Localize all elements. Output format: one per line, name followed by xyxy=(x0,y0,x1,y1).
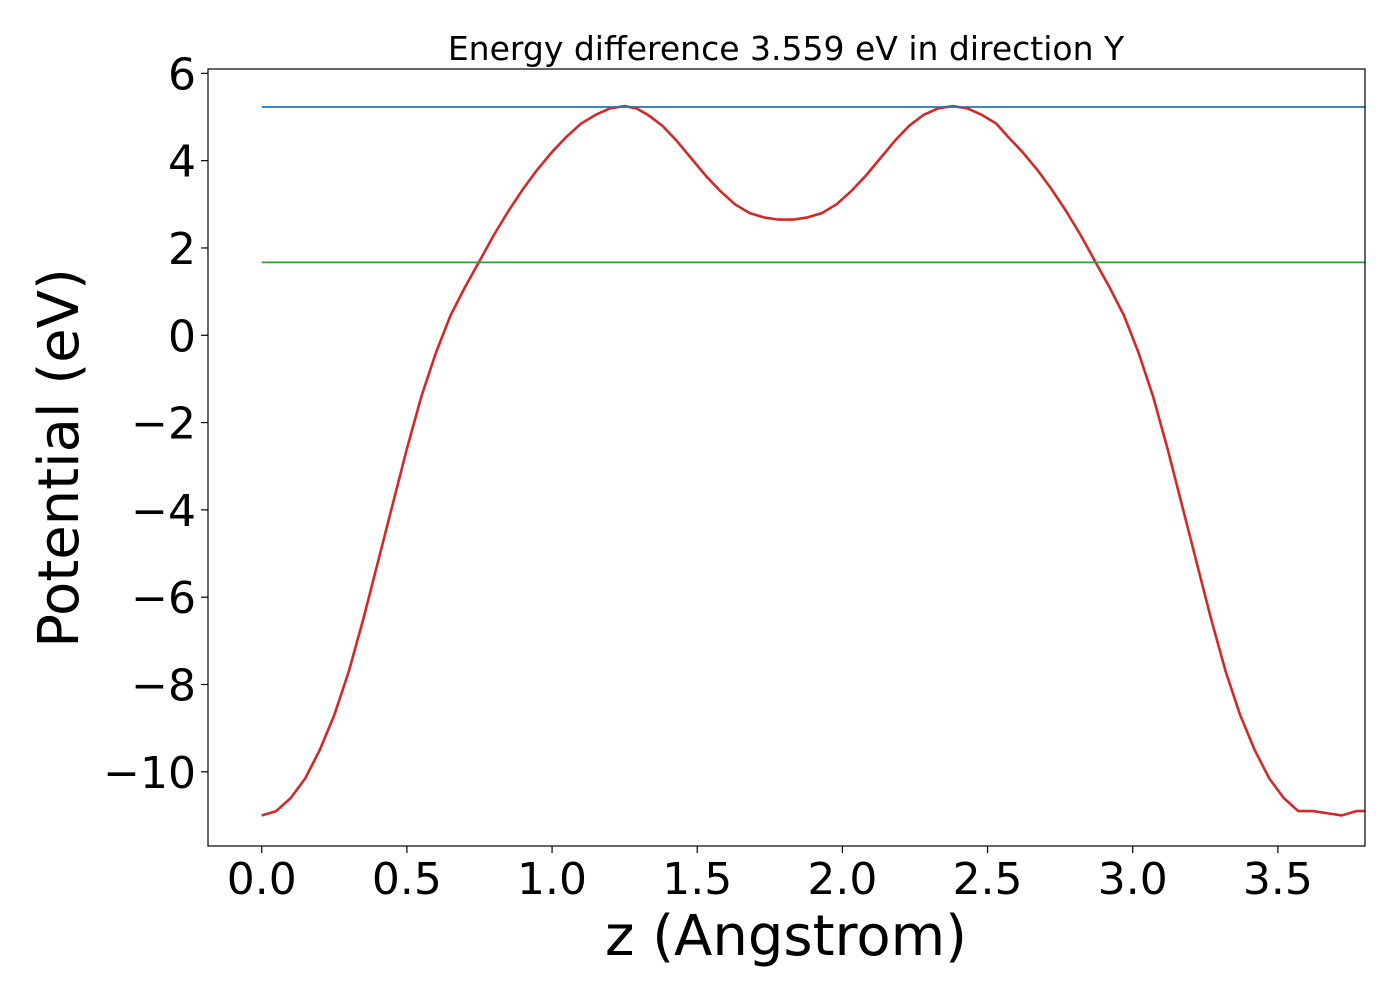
x-tick-label: 0.5 xyxy=(372,854,442,905)
x-tick-label: 1.5 xyxy=(662,854,732,905)
y-tick-label: −8 xyxy=(131,660,196,711)
series-layer xyxy=(261,104,1365,817)
y-tick-label: 6 xyxy=(168,49,196,100)
x-tick-label: 1.0 xyxy=(517,854,587,905)
x-axis-label: z (Angstrom) xyxy=(605,904,967,969)
plot-frame xyxy=(207,68,1366,847)
y-tick-label: −10 xyxy=(103,748,196,799)
series-line-0 xyxy=(261,104,1365,817)
x-tick-label: 0.0 xyxy=(227,854,297,905)
x-tick-label: 3.0 xyxy=(1098,854,1168,905)
y-tick-label: −6 xyxy=(131,573,196,624)
x-tick-label: 2.5 xyxy=(953,854,1023,905)
y-axis: 6 4 2 0 −2 −4 −6 −8 −10 xyxy=(103,49,208,799)
x-axis: 0.0 0.5 1.0 1.5 2.0 2.5 3.0 3.5 xyxy=(227,846,1313,905)
y-axis-label: Potential (eV) xyxy=(27,268,92,648)
y-tick-label: −2 xyxy=(131,399,196,450)
x-tick-label: 3.5 xyxy=(1243,854,1313,905)
y-tick-label: −4 xyxy=(131,486,196,537)
y-tick-label: 2 xyxy=(168,224,196,275)
y-tick-label: 0 xyxy=(168,311,196,362)
y-tick-label: 4 xyxy=(168,137,196,188)
chart-title: Energy difference 3.559 eV in direction … xyxy=(448,29,1125,68)
x-tick-label: 2.0 xyxy=(807,854,877,905)
